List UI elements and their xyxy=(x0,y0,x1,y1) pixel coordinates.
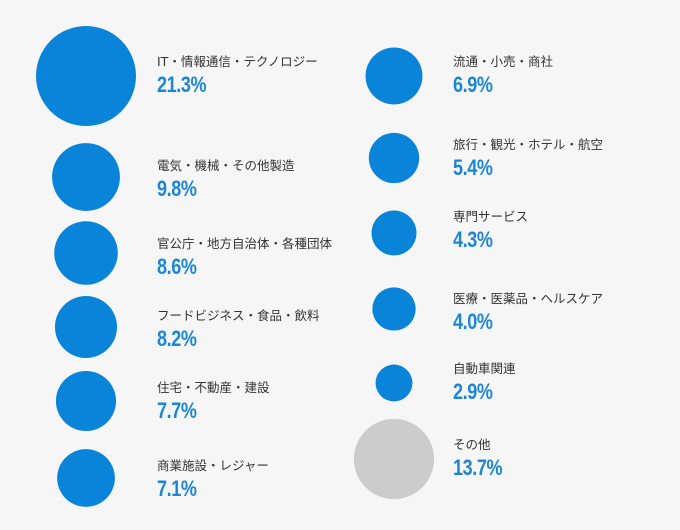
category-label: IT・情報通信・テクノロジー xyxy=(157,54,318,69)
bubble-2 xyxy=(52,143,120,211)
category-value: 4.0% xyxy=(453,309,493,334)
bubble-3 xyxy=(54,221,118,285)
category-food: フードビジネス・食品・飲料 8.2% xyxy=(157,308,320,351)
category-value: 21.3% xyxy=(157,72,207,97)
bubble-10 xyxy=(372,287,416,331)
category-value: 8.6% xyxy=(157,254,197,279)
category-healthcare: 医療・医薬品・ヘルスケア 4.0% xyxy=(453,291,603,334)
bubble-5 xyxy=(55,370,117,432)
category-commercial-leisure: 商業施設・レジャー 7.1% xyxy=(157,458,269,501)
category-label: 電気・機械・その他製造 xyxy=(157,158,295,173)
category-value: 9.8% xyxy=(157,176,197,201)
category-label: 住宅・不動産・建設 xyxy=(157,380,270,395)
category-retail: 流通・小売・商社 6.9% xyxy=(453,54,553,97)
category-label: 旅行・観光・ホテル・航空 xyxy=(453,137,604,152)
category-value: 5.4% xyxy=(453,155,493,180)
category-label: フードビジネス・食品・飲料 xyxy=(157,308,320,323)
bubble-12 xyxy=(353,418,435,500)
category-value: 7.7% xyxy=(157,398,197,423)
category-label: 専門サービス xyxy=(453,209,529,224)
category-value: 7.1% xyxy=(157,476,197,501)
category-other: その他 13.7% xyxy=(453,437,513,480)
bubble-4 xyxy=(54,295,118,359)
category-value: 4.3% xyxy=(453,227,493,252)
category-value: 2.9% xyxy=(453,379,493,404)
category-it: IT・情報通信・テクノロジー 21.3% xyxy=(157,54,318,97)
category-label: 官公庁・地方自治体・各種団体 xyxy=(157,236,333,251)
bubble-1 xyxy=(36,26,136,126)
bubble-7 xyxy=(365,47,423,105)
category-label: 流通・小売・商社 xyxy=(453,54,554,69)
category-value: 8.2% xyxy=(157,326,197,351)
category-label: 商業施設・レジャー xyxy=(157,458,269,473)
category-electric-machinery: 電気・機械・その他製造 9.8% xyxy=(157,158,295,201)
bubble-6 xyxy=(57,449,115,507)
category-value: 13.7% xyxy=(453,455,503,480)
category-travel: 旅行・観光・ホテル・航空 5.4% xyxy=(453,137,603,180)
bubble-11 xyxy=(375,364,413,402)
category-professional-services: 専門サービス 4.3% xyxy=(453,209,528,252)
bubble-9 xyxy=(371,210,417,256)
category-housing: 住宅・不動産・建設 7.7% xyxy=(157,380,270,423)
category-label: その他 xyxy=(453,437,491,452)
category-label: 医療・医薬品・ヘルスケア xyxy=(453,291,604,306)
category-automotive: 自動車関連 2.9% xyxy=(453,361,516,404)
bubble-8 xyxy=(368,132,420,184)
category-label: 自動車関連 xyxy=(453,361,516,376)
category-government: 官公庁・地方自治体・各種団体 8.6% xyxy=(157,236,332,279)
category-value: 6.9% xyxy=(453,72,493,97)
